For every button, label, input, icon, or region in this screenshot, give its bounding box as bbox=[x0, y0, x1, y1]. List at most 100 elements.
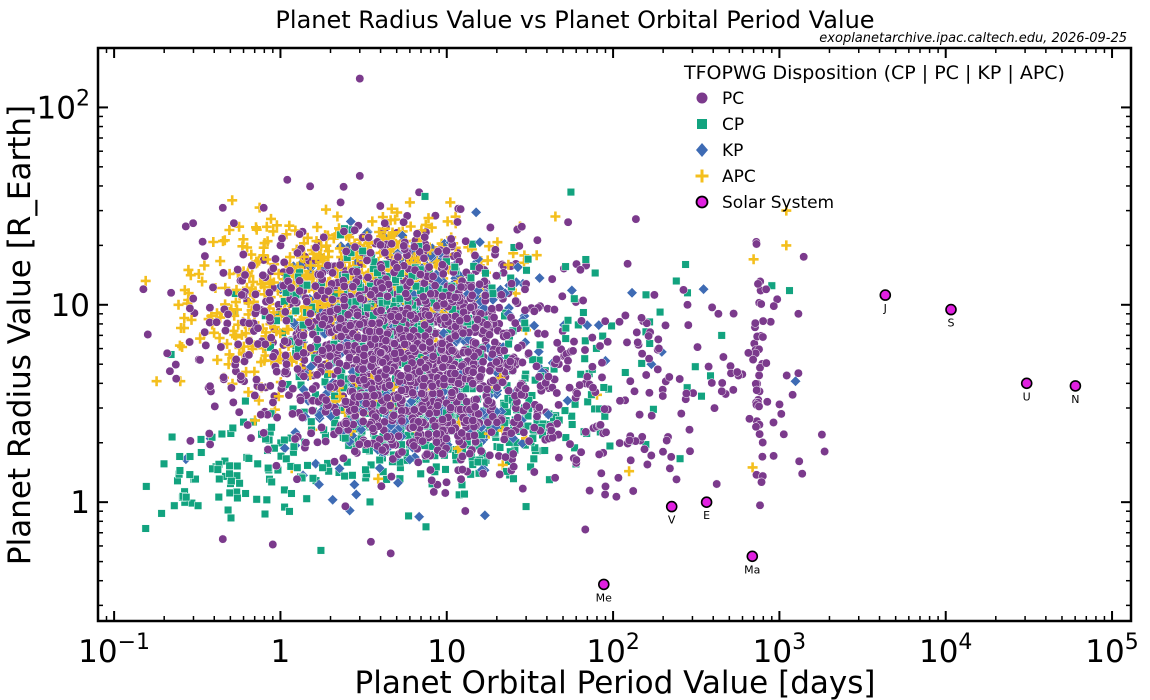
data-point-pc bbox=[323, 286, 333, 296]
data-point-pc bbox=[367, 318, 377, 328]
data-point-pc bbox=[693, 342, 702, 352]
data-point-pc bbox=[437, 260, 447, 270]
data-point-cp bbox=[302, 281, 311, 290]
data-point-apc bbox=[256, 357, 267, 368]
data-point-cp bbox=[785, 286, 794, 295]
data-point-pc bbox=[642, 318, 652, 328]
data-point-pc bbox=[244, 336, 254, 346]
data-point-cp bbox=[182, 493, 191, 502]
data-point-pc bbox=[596, 468, 606, 478]
data-point-pc bbox=[799, 252, 809, 262]
data-point-pc bbox=[292, 474, 302, 484]
data-point-pc bbox=[265, 313, 275, 323]
data-point-apc bbox=[387, 227, 398, 238]
data-point-pc bbox=[251, 289, 260, 299]
data-point-apc bbox=[229, 330, 240, 340]
data-point-pc bbox=[341, 418, 351, 428]
data-point-pc bbox=[336, 332, 346, 341]
data-point-pc bbox=[820, 447, 830, 456]
data-point-pc bbox=[710, 403, 719, 413]
data-point-pc bbox=[252, 303, 262, 312]
data-point-pc bbox=[585, 486, 595, 496]
data-point-kp bbox=[698, 283, 710, 295]
data-point-pc bbox=[302, 297, 312, 307]
data-point-pc bbox=[401, 289, 411, 299]
data-point-pc bbox=[205, 381, 215, 391]
data-point-apc bbox=[250, 415, 260, 426]
data-point-cp bbox=[450, 263, 459, 272]
data-point-apc bbox=[284, 220, 295, 231]
data-point-pc bbox=[613, 473, 623, 483]
data-point-pc bbox=[664, 372, 674, 382]
data-point-apc bbox=[246, 249, 257, 260]
data-point-pc bbox=[339, 182, 349, 192]
data-point-apc bbox=[301, 270, 312, 281]
data-point-pc bbox=[234, 407, 244, 417]
data-point-pc bbox=[138, 284, 148, 294]
data-point-pc bbox=[185, 337, 195, 347]
legend-marker-solar-system bbox=[695, 195, 709, 209]
data-point-kp bbox=[542, 409, 554, 421]
legend-entry-pc: PC bbox=[696, 89, 744, 109]
data-point-pc bbox=[317, 423, 327, 432]
data-point-pc bbox=[312, 335, 322, 345]
data-point-pc bbox=[265, 295, 275, 305]
data-point-pc bbox=[233, 265, 243, 275]
data-point-pc bbox=[478, 469, 488, 479]
data-point-apc bbox=[238, 234, 249, 245]
data-point-pc bbox=[363, 272, 373, 282]
data-point-pc bbox=[334, 426, 344, 436]
data-point-pc bbox=[368, 354, 378, 364]
data-point-pc bbox=[757, 452, 767, 462]
data-point-cp bbox=[568, 420, 577, 429]
data-point-pc bbox=[428, 389, 438, 399]
data-point-pc bbox=[437, 339, 447, 348]
data-point-pc bbox=[216, 342, 226, 352]
data-point-pc bbox=[185, 436, 195, 446]
data-point-pc bbox=[281, 350, 291, 360]
data-point-pc bbox=[532, 235, 542, 245]
data-point-pc bbox=[532, 361, 541, 371]
data-point-pc bbox=[755, 363, 765, 373]
data-point-apc bbox=[550, 211, 561, 222]
data-point-pc bbox=[238, 250, 248, 259]
data-point-pc bbox=[438, 291, 447, 301]
data-point-pc bbox=[575, 380, 585, 390]
data-point-pc bbox=[463, 347, 473, 357]
data-point-apc bbox=[199, 260, 210, 271]
data-point-pc bbox=[454, 378, 463, 388]
data-point-cp bbox=[303, 461, 312, 470]
data-point-pc bbox=[200, 251, 210, 261]
data-point-kp bbox=[512, 261, 524, 273]
data-point-pc bbox=[496, 290, 506, 300]
x-tick-label: 102 bbox=[586, 630, 639, 670]
legend-entry-solar-system: Solar System bbox=[695, 193, 834, 213]
data-point-pc bbox=[649, 290, 659, 300]
data-point-pc bbox=[499, 434, 509, 444]
data-point-pc bbox=[412, 229, 422, 239]
data-point-pc bbox=[511, 296, 521, 306]
data-point-cp bbox=[691, 362, 700, 371]
data-point-cp bbox=[267, 423, 276, 432]
data-point-apc bbox=[173, 299, 184, 310]
data-point-pc bbox=[529, 423, 539, 433]
data-point-pc bbox=[755, 429, 765, 439]
data-point-pc bbox=[485, 330, 494, 340]
data-point-pc bbox=[466, 282, 476, 292]
data-point-pc bbox=[447, 345, 457, 355]
data-point-apc bbox=[299, 251, 310, 262]
data-point-pc bbox=[420, 320, 430, 330]
legend-label-pc: PC bbox=[722, 89, 744, 109]
data-point-pc bbox=[290, 296, 300, 306]
data-point-cp bbox=[540, 446, 549, 455]
data-point-cp bbox=[621, 368, 630, 377]
solar-planet-label-me: Me bbox=[596, 591, 612, 604]
data-point-pc bbox=[263, 445, 273, 454]
data-point-pc bbox=[552, 354, 561, 364]
data-point-pc bbox=[247, 261, 257, 270]
data-point-cp bbox=[522, 502, 531, 511]
data-point-pc bbox=[465, 449, 475, 459]
x-tick-label: 105 bbox=[1085, 630, 1138, 670]
data-point-pc bbox=[442, 477, 451, 487]
data-point-pc bbox=[665, 463, 675, 473]
